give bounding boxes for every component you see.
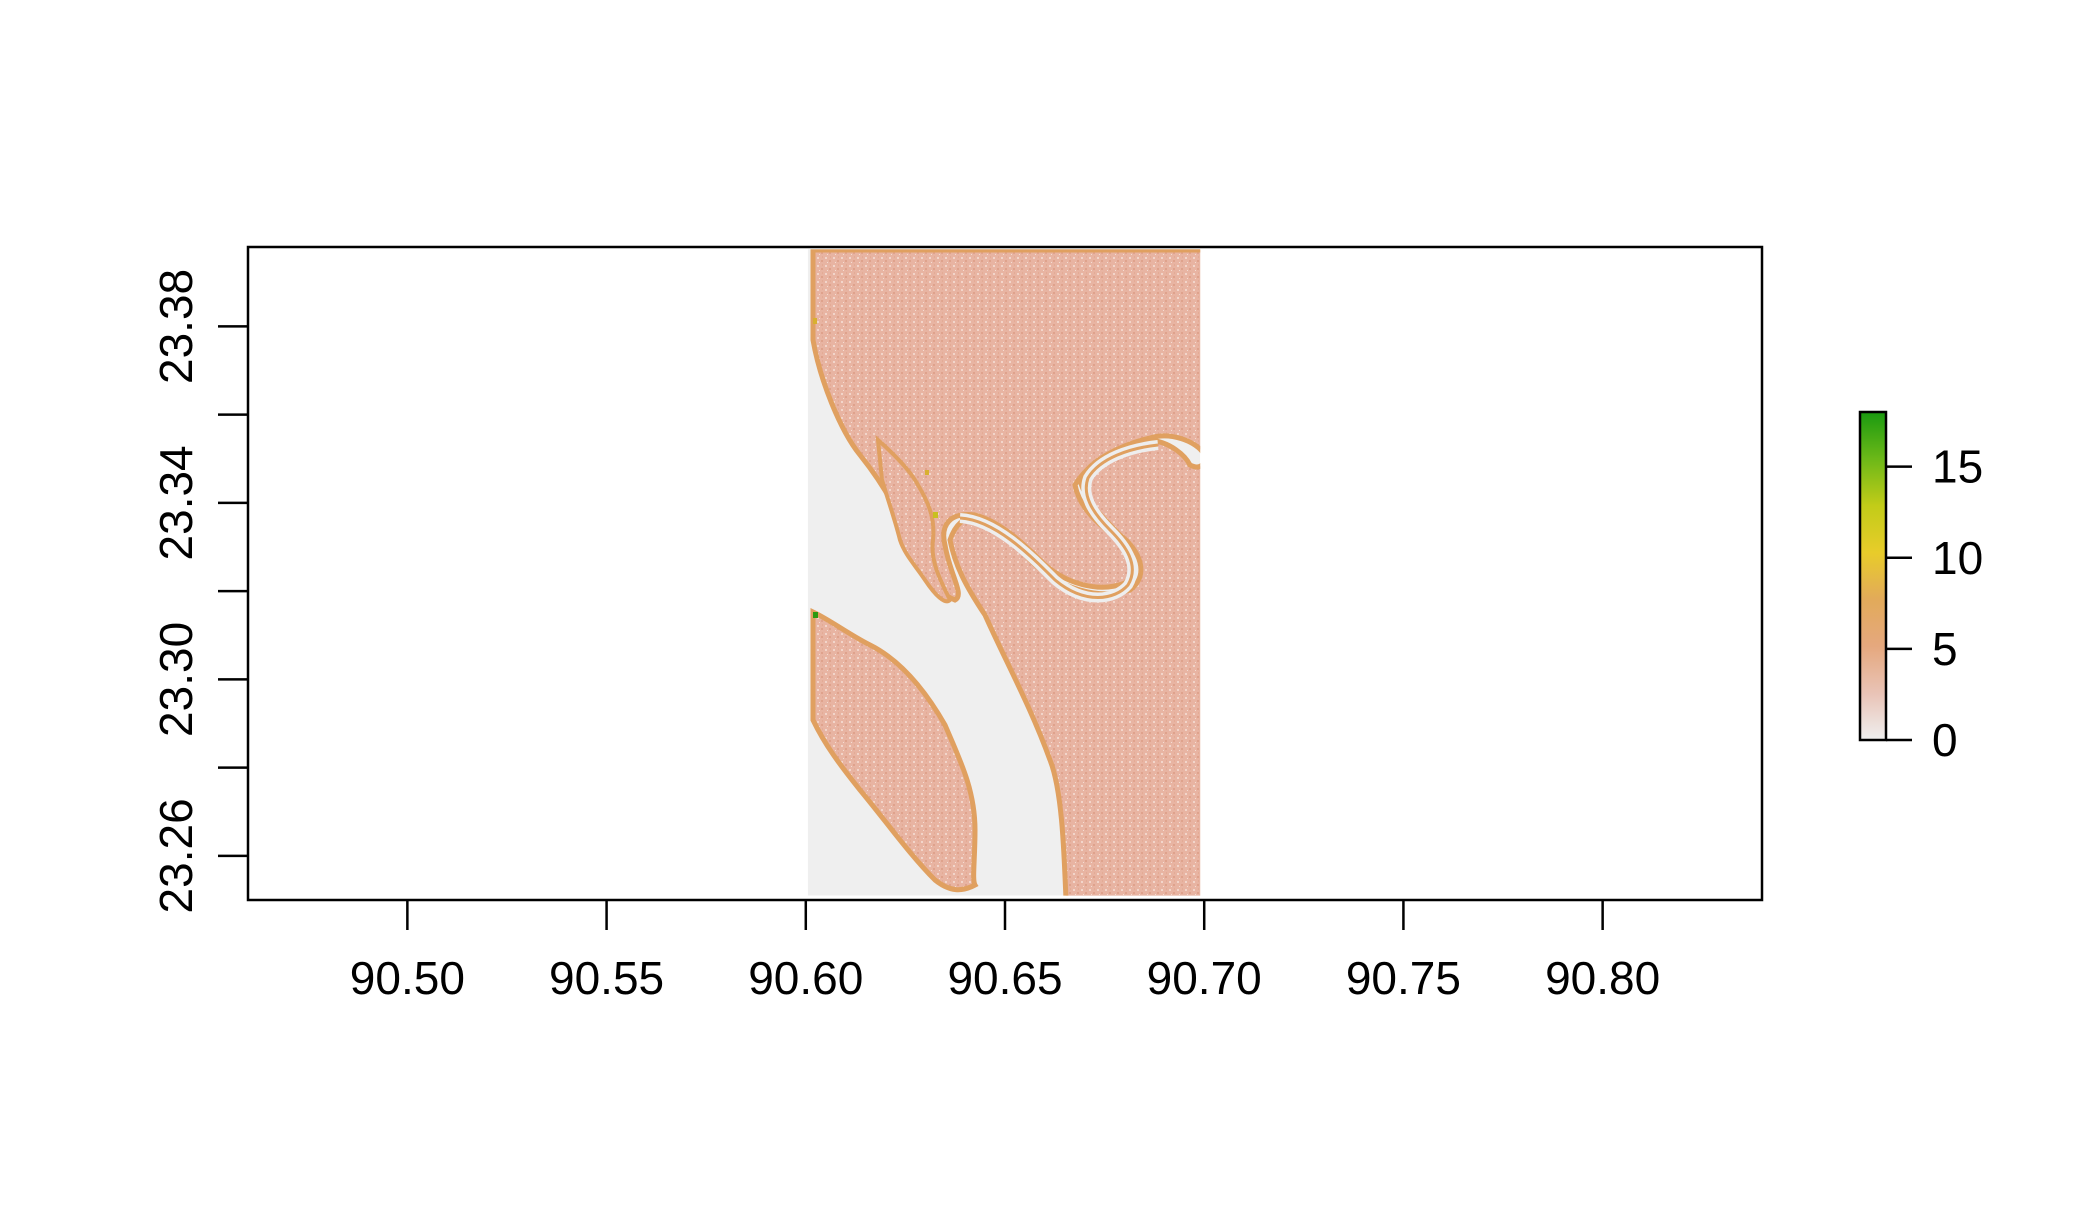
legend-tick-label: 0: [1932, 714, 1958, 766]
land-mainland: [810, 249, 1201, 896]
legend-tick-label: 5: [1932, 623, 1958, 675]
y-tick-label: 23.26: [150, 798, 202, 913]
x-axis: 90.50 90.55 90.60 90.65 90.70 90.75 90.80: [350, 900, 1660, 1004]
x-tick-label: 90.50: [350, 952, 465, 1004]
x-tick-label: 90.65: [947, 952, 1062, 1004]
color-legend: 0 5 10 15: [1858, 410, 1983, 766]
legend-tick-label: 15: [1932, 441, 1983, 493]
y-tick-label: 23.34: [150, 445, 202, 560]
high-value-pixel: [933, 512, 938, 518]
high-value-pixel: [813, 318, 817, 324]
x-tick-label: 90.55: [549, 952, 664, 1004]
land-point: [875, 435, 953, 604]
x-tick-label: 90.75: [1346, 952, 1461, 1004]
x-tick-label: 90.70: [1147, 952, 1262, 1004]
x-tick-label: 90.80: [1545, 952, 1660, 1004]
y-axis: 23.26 23.30 23.34 23.38: [150, 269, 248, 913]
land-island: [810, 608, 979, 893]
y-tick-label: 23.30: [150, 622, 202, 737]
x-tick-label: 90.60: [748, 952, 863, 1004]
raster-layer: [807, 249, 1201, 896]
legend-tick-label: 10: [1932, 532, 1983, 584]
river-bank: [959, 443, 1159, 599]
high-value-pixel: [925, 470, 929, 475]
legend-colorbar: [1858, 410, 1888, 742]
y-tick-label: 23.38: [150, 269, 202, 384]
high-value-pixel: [813, 612, 818, 618]
